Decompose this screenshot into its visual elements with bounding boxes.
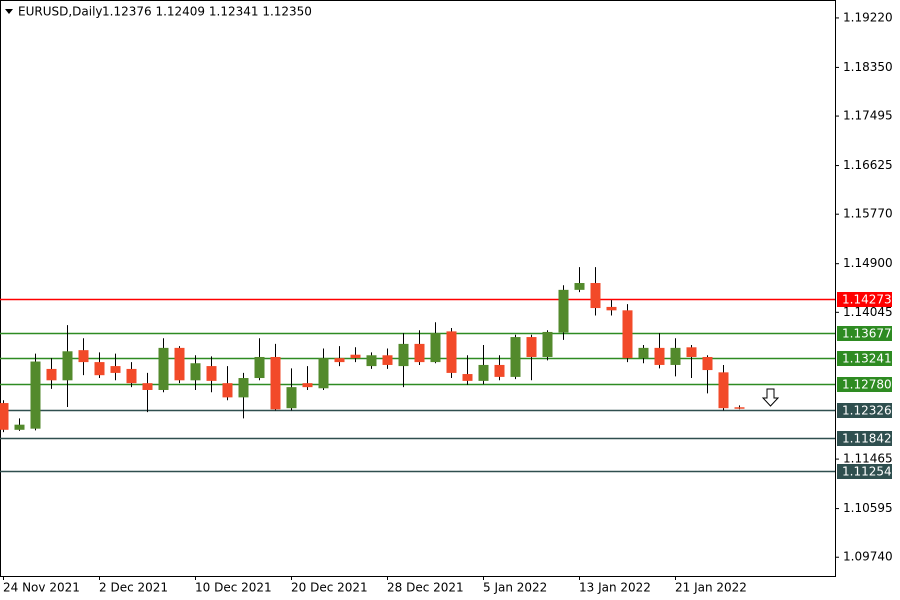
y-tick-label: 1.14900: [843, 256, 893, 270]
level-label: 1.13677: [842, 327, 892, 341]
level-label: 1.11842: [842, 432, 892, 446]
candle-body: [238, 378, 249, 398]
candle-body: [398, 343, 409, 367]
level-label-box: [837, 292, 892, 307]
candle-body: [94, 362, 105, 376]
level-label: 1.14273: [842, 293, 892, 307]
y-tick-label: 1.14045: [843, 305, 893, 319]
candle-body: [558, 289, 569, 333]
x-tick-label: 28 Dec 2021: [387, 581, 464, 595]
level-label-box: [837, 326, 892, 341]
candle-body: [0, 403, 9, 430]
y-tick-label: 1.16625: [843, 158, 893, 172]
candle-body: [606, 306, 617, 311]
candle-body: [686, 347, 697, 357]
y-tick-label: 1.19220: [843, 10, 893, 24]
x-tick-label: 5 Jan 2022: [483, 581, 547, 595]
candle-body: [190, 363, 201, 381]
y-tick-label: 1.11465: [843, 452, 893, 466]
y-tick-label: 1.10595: [843, 501, 893, 515]
x-tick-label: 24 Nov 2021: [3, 581, 80, 595]
level-label-box: [837, 403, 892, 418]
y-tick-label: 1.09740: [843, 550, 893, 564]
candle-body: [30, 361, 41, 429]
chart-title: EURUSD,Daily: [18, 5, 103, 19]
candle-body: [158, 347, 169, 390]
candle-body: [734, 407, 745, 409]
x-tick-label: 20 Dec 2021: [291, 581, 368, 595]
candle-body: [302, 383, 313, 388]
candle-body: [702, 356, 713, 371]
candle-body: [462, 374, 473, 381]
candle-body: [590, 283, 601, 309]
candle-body: [510, 337, 521, 377]
level-label-box: [837, 351, 892, 366]
level-label: 1.12780: [842, 378, 892, 392]
level-label: 1.12326: [842, 404, 892, 418]
candle-body: [286, 387, 297, 409]
y-tick-label: 1.17495: [843, 109, 893, 123]
candle-body: [46, 368, 57, 381]
candle-body: [366, 355, 377, 367]
candle-body: [142, 383, 153, 390]
candle-body: [526, 337, 537, 357]
menu-triangle: [5, 9, 13, 14]
candle-body: [14, 424, 25, 430]
candle-body: [542, 331, 553, 357]
candle-body: [574, 283, 585, 290]
candle-body: [334, 358, 345, 363]
candle-body: [478, 364, 489, 381]
x-tick-label: 10 Dec 2021: [195, 581, 272, 595]
candle-body: [110, 366, 121, 373]
candle-body: [174, 347, 185, 381]
level-label: 1.13241: [842, 352, 892, 366]
candle-body: [206, 366, 217, 381]
candle-body: [414, 343, 425, 363]
candle-body: [718, 372, 729, 409]
arrow-icon: [761, 388, 780, 407]
candle-body: [318, 358, 329, 389]
candle-body: [430, 333, 441, 363]
level-label: 1.11254: [842, 465, 892, 479]
y-tick-label: 1.18350: [843, 60, 893, 74]
candle-body: [622, 310, 633, 359]
plot-frame: [0, 0, 836, 577]
candle-body: [350, 354, 361, 359]
level-label-box: [837, 431, 892, 446]
candle-body: [126, 368, 137, 384]
candle-body: [638, 347, 649, 359]
candle-body: [382, 355, 393, 365]
x-tick-label: 21 Jan 2022: [675, 581, 747, 595]
ohlc-readout: 1.12376 1.12409 1.12341 1.12350: [102, 5, 312, 19]
x-tick-label: 13 Jan 2022: [579, 581, 651, 595]
candle-body: [62, 351, 73, 381]
candle-body: [78, 350, 89, 363]
candle-body: [446, 331, 457, 373]
candle-body: [254, 356, 265, 379]
level-label-box: [837, 377, 892, 392]
candle-body: [670, 347, 681, 365]
y-tick-label: 1.15770: [843, 207, 893, 221]
candle-body: [654, 347, 665, 365]
candle-body: [222, 383, 233, 398]
level-label-box: [837, 464, 892, 479]
candle-body: [270, 356, 281, 410]
candle-body: [494, 364, 505, 377]
x-tick-label: 2 Dec 2021: [99, 581, 168, 595]
